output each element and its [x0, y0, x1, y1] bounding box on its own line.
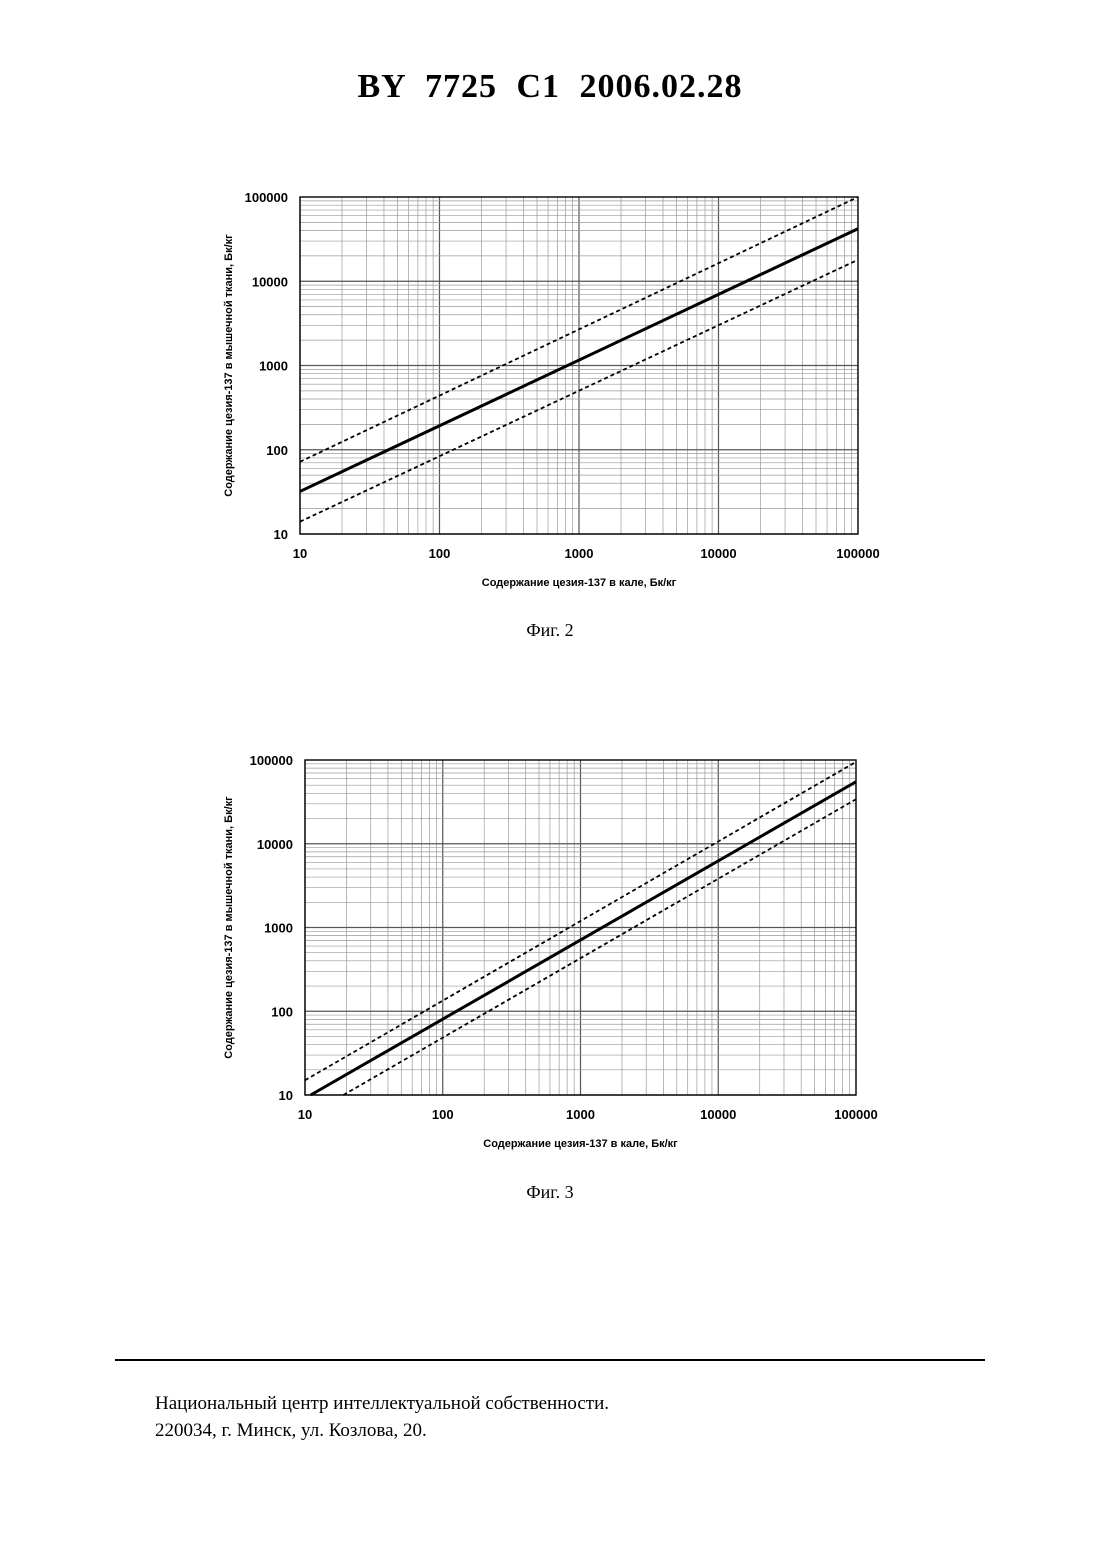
y-tick-label: 10000	[257, 837, 293, 852]
y-tick-label: 100	[266, 443, 288, 458]
x-tick-label: 100	[432, 1107, 454, 1122]
x-axis-label: Содержание цезия-137 в кале, Бк/кг	[482, 577, 677, 589]
y-tick-label: 10	[274, 527, 288, 542]
y-tick-label: 1000	[264, 921, 293, 936]
footer-address: Национальный центр интеллектуальной собс…	[155, 1390, 609, 1444]
y-axis-label: Содержание цезия-137 в мышечной ткани, Б…	[223, 796, 235, 1059]
x-tick-label: 100000	[834, 1107, 877, 1122]
figure-3-caption: Фиг. 3	[0, 1182, 1100, 1203]
y-tick-label: 10000	[252, 274, 288, 289]
figure-2-chart: 10 100 1000 10000 100000 10 100 1000 10000 100000…	[0, 180, 1100, 600]
y-tick-label: 10	[279, 1088, 293, 1103]
x-tick-label: 10	[293, 546, 307, 561]
x-tick-label: 1000	[565, 546, 594, 561]
x-tick-label: 10	[298, 1107, 312, 1122]
y-tick-label: 100000	[250, 753, 293, 768]
footer-address-line: 220034, г. Минск, ул. Козлова, 20.	[155, 1417, 609, 1444]
footer-organization: Национальный центр интеллектуальной собс…	[155, 1390, 609, 1417]
y-axis-label: Содержание цезия-137 в мышечной ткани, Б…	[223, 234, 235, 497]
document-header: BY 7725 C1 2006.02.28	[0, 68, 1100, 106]
y-tick-label: 100	[271, 1004, 293, 1019]
x-tick-label: 100000	[836, 546, 879, 561]
x-tick-label: 10000	[700, 1107, 736, 1122]
x-tick-label: 100	[429, 546, 451, 561]
x-axis-label: Содержание цезия-137 в кале, Бк/кг	[483, 1138, 678, 1150]
footer-divider	[115, 1359, 985, 1361]
x-tick-label: 10000	[700, 546, 736, 561]
grid	[300, 197, 858, 534]
figure-3-chart: 10 100 1000 10000 100000 10 100 1000 10000 100000…	[0, 742, 1100, 1162]
figure-2-caption: Фиг. 2	[0, 620, 1100, 641]
y-tick-label: 100000	[245, 190, 288, 205]
y-tick-label: 1000	[259, 359, 288, 374]
series-line-2	[311, 782, 856, 1095]
x-tick-label: 1000	[566, 1107, 595, 1122]
